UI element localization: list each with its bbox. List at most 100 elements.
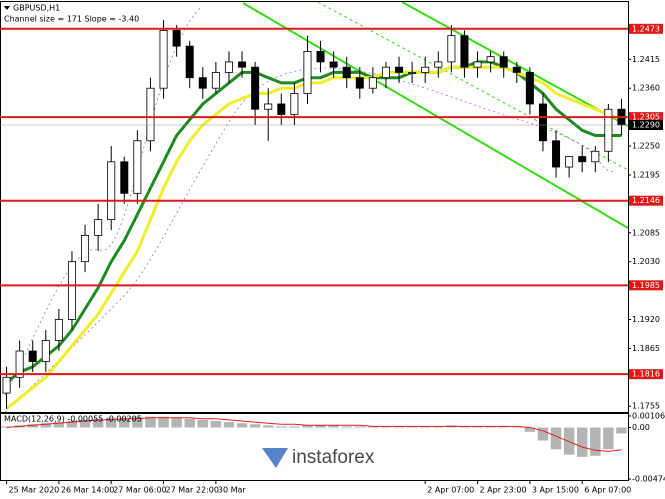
macd-bar [459, 426, 470, 428]
macd-bar [315, 425, 326, 428]
macd-bar [603, 427, 614, 450]
macd-bar [171, 417, 182, 428]
x-tick-label: 3 Apr 15:00 [532, 486, 579, 495]
macd-bar [433, 426, 444, 428]
y-tick-label: 0.00106 [632, 412, 665, 421]
level-tag [629, 23, 663, 34]
plot: 1.2415 1.2360 1.2250 1.2195 1.2085 1.2030 1.19… [1, 19, 665, 484]
candle-body [525, 72, 534, 105]
macd-bar [249, 424, 261, 428]
level-label: 1.1985 [632, 281, 660, 290]
level-tag [629, 280, 663, 291]
level-tag [629, 195, 663, 206]
level-tag [629, 112, 663, 123]
y-tick-label: 1.1920 [632, 315, 660, 324]
macd-bar [27, 424, 38, 428]
candle-body [486, 56, 495, 63]
macd-title: MACD(12,26,9) -0.00055 -0.00205 [4, 415, 142, 424]
y-tick-label: 0.00 [632, 423, 650, 432]
envelope [4, 67, 616, 413]
candle-body [185, 45, 194, 79]
y-tick-label: 1.2085 [632, 228, 660, 237]
x-tick-label: 30 Mar [218, 486, 247, 495]
candle-body [565, 156, 574, 168]
y-tick-label: 1.2195 [632, 170, 660, 179]
macd-bar [616, 427, 627, 434]
x-tick-label: 25 Mar 2020 [9, 486, 60, 495]
macd-bar [550, 427, 562, 450]
watermark-logo [262, 448, 288, 468]
y-tick-label: -0.00474 [632, 475, 665, 484]
macd-bar [302, 425, 313, 428]
moving-average [5, 65, 623, 410]
macd-bar [354, 426, 366, 428]
macd-bar [328, 425, 339, 428]
candle-body [591, 150, 600, 163]
candle-body [251, 66, 260, 110]
candle-body [2, 376, 11, 394]
macd-bar [406, 426, 418, 428]
menu-arrow [4, 6, 10, 10]
watermark-bg [240, 440, 390, 476]
candle-body [395, 66, 404, 73]
macd-bar [498, 426, 509, 428]
macd-bar [367, 426, 379, 428]
macd-bar [590, 427, 601, 456]
macd-bar [79, 419, 91, 428]
macd-bar [1, 426, 12, 428]
macd-bar [289, 426, 300, 428]
candle-body [264, 103, 273, 110]
candle-body [67, 261, 76, 320]
macd-bar [197, 419, 209, 428]
macd-bar [341, 426, 352, 428]
candle-body [552, 140, 561, 168]
macd-bar [223, 422, 235, 428]
y-tick-label: 1.2250 [632, 142, 660, 151]
level-label: 1.1816 [632, 370, 660, 379]
candle-body [277, 103, 286, 115]
macd-bar [210, 420, 222, 428]
candle-body [538, 103, 547, 142]
candle-body [342, 66, 351, 79]
macd-bar [419, 426, 431, 428]
channel-middle [317, 1, 629, 171]
y-tick-label: 1.1865 [632, 344, 660, 353]
candle-body [146, 87, 155, 142]
candle-body [15, 350, 24, 378]
watermark-text: instaforex [292, 447, 375, 468]
macd-bar [184, 418, 195, 428]
candle-body [408, 72, 417, 74]
x-tick-label: 27 Mar 06:00 [113, 486, 166, 495]
x-tick-label: 2 Apr 23:00 [480, 486, 527, 495]
macd-bar [132, 416, 143, 428]
macd-bar [524, 427, 536, 432]
macd-bar [576, 427, 588, 457]
current-price-label: 1.2290 [632, 121, 660, 130]
y-tick-label: 1.2030 [632, 257, 660, 266]
candle-body [381, 66, 390, 79]
macd-bar [92, 418, 104, 428]
candle-body [447, 35, 456, 63]
candle-body [499, 56, 508, 68]
x-tick-label: 27 Mar 22:00 [166, 486, 219, 495]
x-tick-label: 26 Mar 14:00 [61, 486, 114, 495]
macd-bar [119, 417, 130, 428]
candle-body [133, 140, 142, 194]
candle-body [460, 35, 469, 68]
candle-body [421, 66, 430, 73]
x-tick-label: 6 Apr 07:00 [584, 486, 631, 495]
candle-body [238, 61, 247, 68]
candle-body [211, 72, 220, 89]
y-tick-label: 1.2360 [632, 84, 660, 93]
x-tick-label: 2 Apr 07:00 [427, 486, 474, 495]
level-tag [629, 369, 663, 380]
current-price-tag [629, 120, 663, 130]
candle-body [54, 319, 63, 341]
macd-bar [380, 426, 392, 428]
macd-bar [158, 416, 169, 428]
macd-bar [511, 427, 523, 429]
macd-signal [6, 417, 622, 452]
candle-body [303, 51, 312, 94]
